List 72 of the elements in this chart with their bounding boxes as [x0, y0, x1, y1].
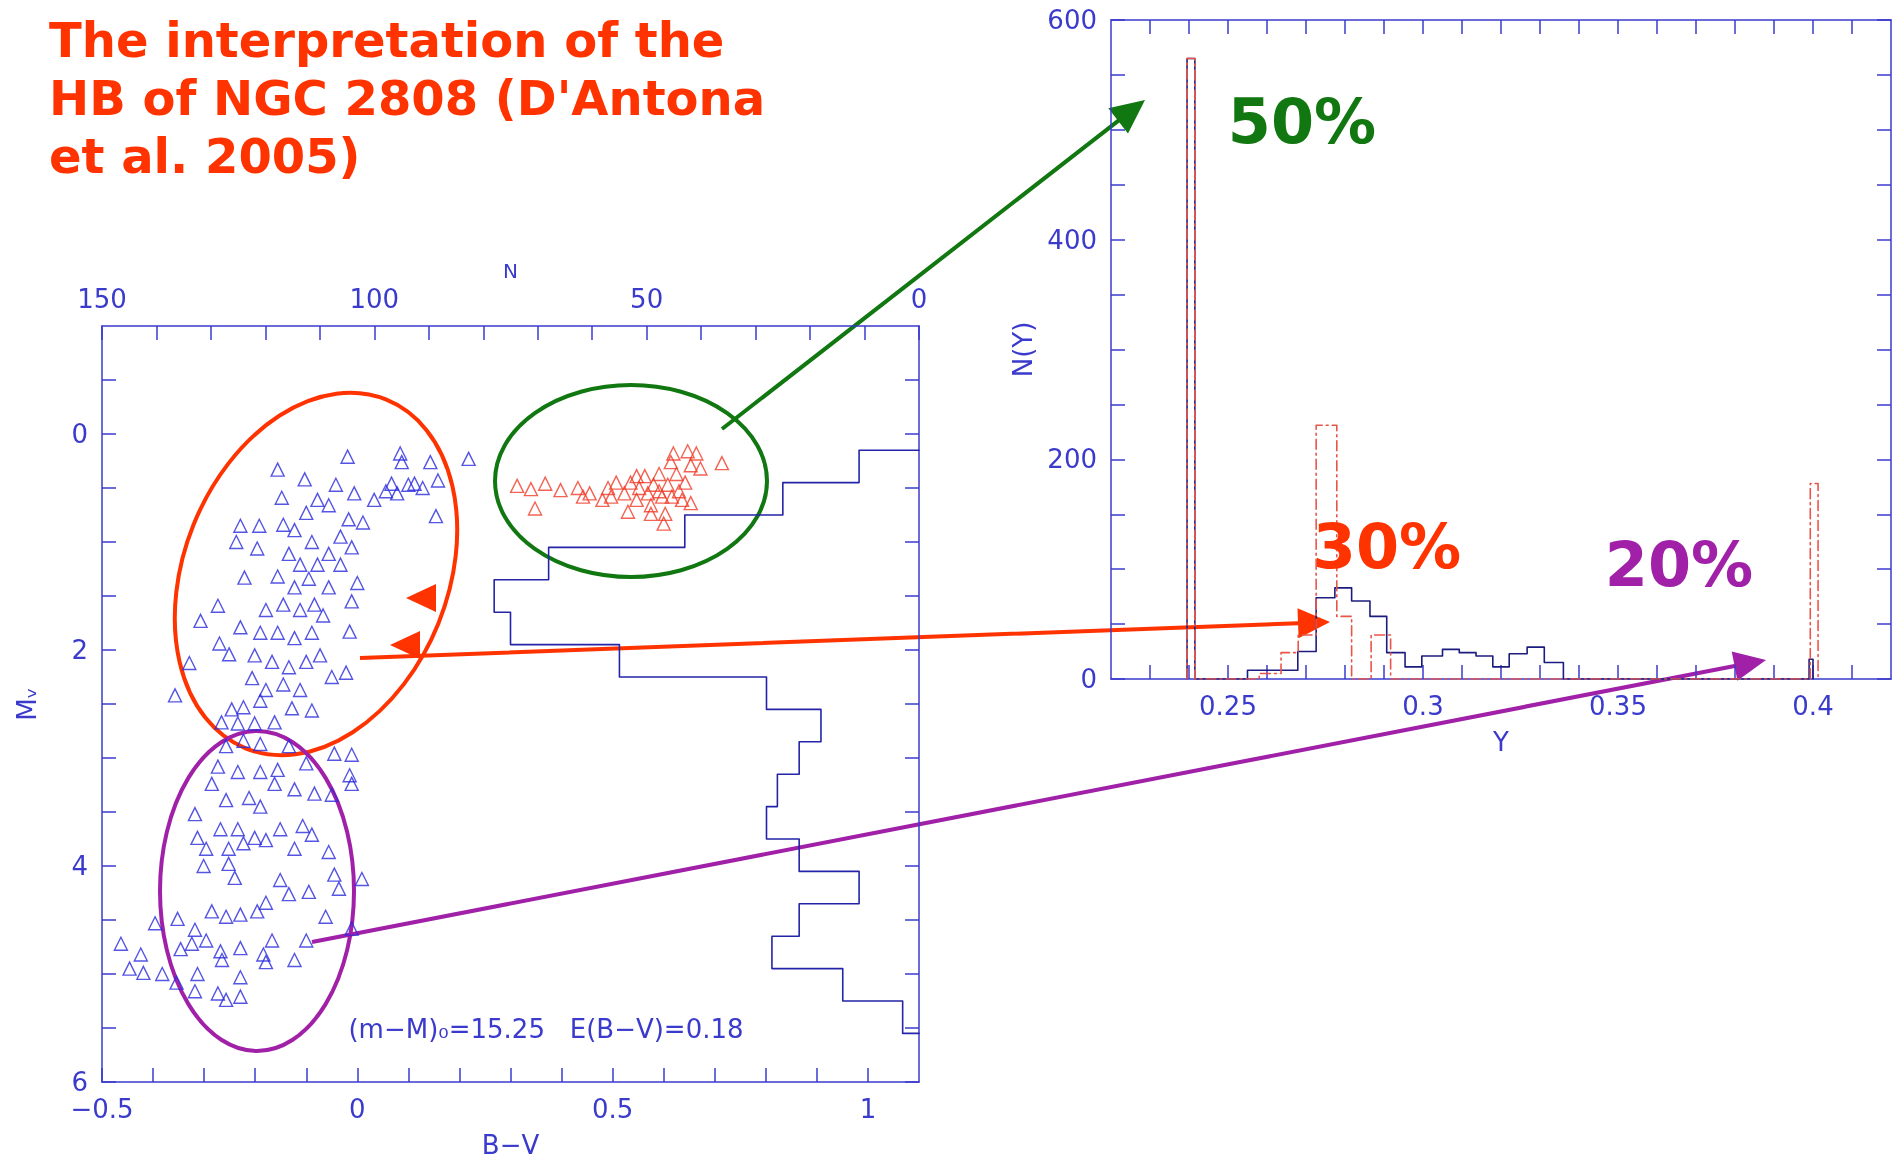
point [660, 477, 675, 492]
point [683, 495, 698, 511]
x-axis-title: B−V [481, 1130, 540, 1160]
y-axis-title: N(Y) [1008, 321, 1039, 378]
chart-title: The interpretation of the HB of NGC 2808 (D'Antona et al. 2005) [49, 12, 782, 184]
point [714, 455, 730, 471]
annotation: 30% [1312, 509, 1462, 583]
point [620, 504, 636, 519]
point [538, 476, 553, 491]
y-tick-label: 4 [71, 851, 88, 881]
point [570, 480, 586, 496]
point [654, 489, 670, 504]
point [663, 454, 679, 470]
point [631, 480, 647, 496]
y-tick-label: 600 [1047, 5, 1097, 35]
point [693, 461, 708, 476]
point [656, 516, 671, 531]
point [666, 446, 681, 461]
point [683, 458, 698, 473]
y-axis-title: Mᵥ [12, 687, 42, 721]
point [643, 506, 659, 522]
point [674, 492, 690, 508]
x-tick-label: 1 [859, 1094, 877, 1124]
annotation: 20% [1604, 527, 1754, 601]
point [527, 501, 543, 516]
x-tick-label: 0.5 [591, 1094, 634, 1124]
point [680, 444, 695, 459]
x2-axis-title: N [503, 259, 518, 284]
point [523, 481, 539, 497]
point [643, 498, 659, 513]
x-tick-label: −0.5 [70, 1094, 134, 1124]
point [603, 489, 619, 504]
y-tick-label: 400 [1047, 224, 1097, 255]
point [671, 484, 687, 499]
annotation: (m−M)₀=15.25 E(B−V)=0.18 [348, 1014, 744, 1044]
x-tick-label: 0.4 [1792, 691, 1834, 721]
point [509, 478, 525, 494]
point [646, 477, 661, 492]
y-tick-label: 200 [1047, 444, 1097, 475]
point [651, 466, 667, 482]
point [617, 486, 632, 501]
point [600, 480, 616, 496]
point [629, 468, 644, 484]
x2-tick-label: 150 [77, 284, 127, 314]
y-tick-label: 2 [71, 635, 88, 665]
y-tick-label: 0 [71, 419, 88, 449]
x-tick-label: 0 [349, 1094, 366, 1124]
point [677, 475, 693, 490]
x-tick-label: 0.25 [1199, 691, 1257, 721]
x-tick-label: 0.3 [1402, 691, 1444, 721]
point [582, 486, 597, 501]
x2-tick-label: 100 [349, 284, 400, 314]
point [609, 475, 624, 490]
point [658, 506, 673, 522]
point [575, 489, 591, 504]
point [689, 446, 704, 461]
annotation: 50% [1227, 84, 1377, 158]
point [629, 492, 644, 508]
y-tick-label: 6 [71, 1067, 88, 1097]
point [637, 468, 652, 484]
point [595, 492, 610, 508]
y-tick-label: 0 [1080, 664, 1097, 694]
x2-tick-label: 0 [910, 284, 928, 314]
point [664, 489, 680, 504]
x-axis-title: Y [1492, 727, 1510, 757]
point [553, 482, 568, 498]
x-tick-label: 0.35 [1589, 691, 1647, 721]
point [623, 475, 638, 490]
x2-tick-label: 50 [630, 284, 664, 314]
point [669, 466, 684, 482]
point [640, 486, 656, 501]
point [651, 484, 667, 499]
